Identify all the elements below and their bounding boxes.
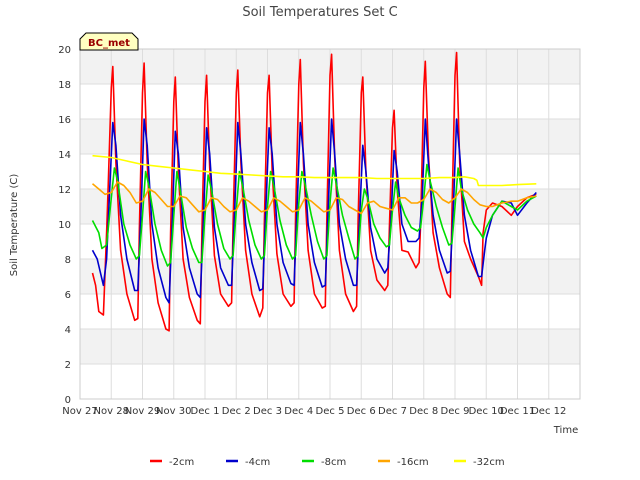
x-tick-label: Dec 1 <box>191 406 220 417</box>
x-tick-label: Dec 2 <box>222 406 251 417</box>
y-tick-label: 12 <box>58 185 71 196</box>
x-tick-label: Dec 6 <box>347 406 376 417</box>
x-tick-label: Nov 30 <box>156 406 191 417</box>
chart-title: Soil Temperatures Set C <box>242 5 397 20</box>
x-tick-label: Dec 7 <box>378 406 407 417</box>
y-axis-ticks: 0 2 4 6 8 10 12 14 16 18 20 <box>58 45 71 406</box>
legend-label: -2cm <box>169 457 194 468</box>
legend-label: -32cm <box>473 457 505 468</box>
site-label-bg <box>79 32 139 51</box>
legend-label: -4cm <box>245 457 270 468</box>
site-label: BC_met <box>88 38 130 49</box>
y-tick-label: 20 <box>58 45 71 56</box>
x-tick-label: Dec 12 <box>531 406 566 417</box>
series-line-8cm <box>91 163 537 267</box>
y-tick-label: 4 <box>65 325 71 336</box>
x-tick-label: Dec 3 <box>253 406 282 417</box>
plot-border <box>79 48 581 400</box>
x-tick-label: Nov 28 <box>94 406 129 417</box>
x-tick-label: Dec 5 <box>316 406 345 417</box>
y-tick-label: 6 <box>65 290 71 301</box>
y-tick-label: 18 <box>58 80 71 91</box>
series-line-16cm <box>91 181 537 215</box>
x-tick-label: Nov 27 <box>62 406 97 417</box>
legend-label: -8cm <box>321 457 346 468</box>
x-tick-label: Dec 9 <box>441 406 470 417</box>
x-tick-label: Dec 8 <box>409 406 438 417</box>
series-line-4cm <box>91 118 537 304</box>
x-tick-label: Dec 11 <box>500 406 535 417</box>
y-tick-label: 0 <box>65 395 71 406</box>
site-label-box: BC_met <box>79 32 139 51</box>
legend: -2cm -4cm -8cm -16cm -32cm <box>150 457 505 468</box>
series-line-2cm <box>91 51 537 332</box>
x-tick-label: Dec 4 <box>284 406 313 417</box>
y-tick-label: 14 <box>58 150 71 161</box>
series-lines <box>91 51 537 332</box>
y-axis-label: Soil Temperature (C) <box>9 174 20 277</box>
y-tick-label: 16 <box>58 115 71 126</box>
series-line-32cm <box>92 154 537 187</box>
x-tick-label: Dec 10 <box>469 406 504 417</box>
y-tick-label: 2 <box>65 360 71 371</box>
x-axis-label: Time <box>553 425 578 436</box>
legend-label: -16cm <box>397 457 429 468</box>
y-tick-label: 8 <box>65 255 71 266</box>
y-tick-label: 10 <box>58 220 71 231</box>
gridlines <box>79 48 581 400</box>
x-tick-label: Nov 29 <box>125 406 160 417</box>
